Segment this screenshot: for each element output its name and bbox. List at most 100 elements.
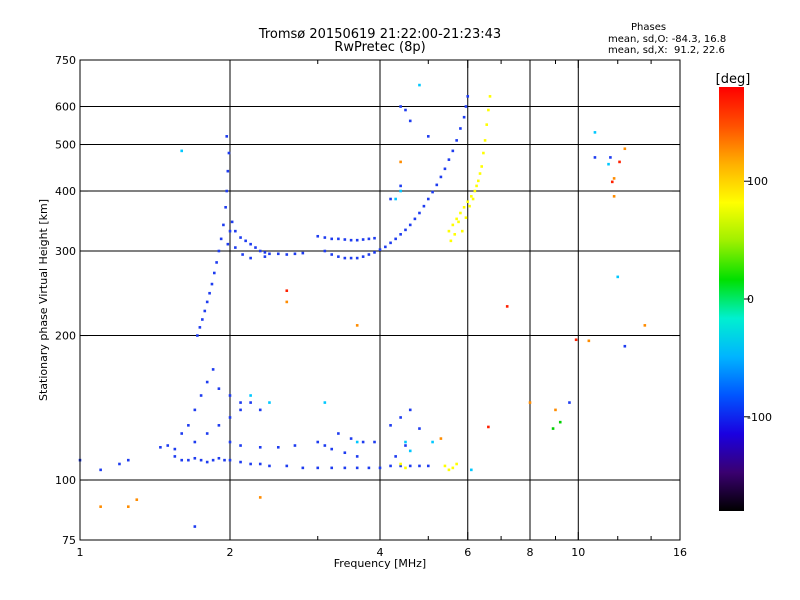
data-point	[404, 108, 407, 112]
data-point	[205, 460, 209, 464]
data-point	[389, 424, 392, 427]
data-point	[462, 115, 466, 119]
data-point	[355, 455, 359, 458]
data-point	[618, 160, 621, 164]
data-point	[135, 498, 139, 501]
data-point	[367, 466, 371, 470]
data-point	[249, 462, 252, 466]
data-point	[249, 394, 252, 397]
data-point	[593, 131, 597, 134]
data-point	[224, 205, 227, 209]
data-point	[330, 447, 334, 451]
data-point	[462, 205, 466, 209]
data-point	[418, 211, 421, 215]
data-point	[217, 456, 221, 460]
data-point	[373, 440, 376, 444]
data-point	[418, 83, 421, 87]
data-point	[239, 401, 242, 404]
data-point	[482, 151, 485, 155]
data-point	[616, 275, 620, 279]
colorbar-tick-label: -100	[747, 411, 772, 424]
data-point	[447, 158, 451, 161]
chart-title: Tromsø 20150619 21:22:00-21:23:43	[258, 27, 502, 42]
data-point	[361, 238, 365, 241]
data-point	[193, 440, 197, 444]
x-tick-label: 1	[77, 546, 84, 559]
data-point	[228, 394, 232, 397]
data-point	[607, 162, 610, 166]
chart-subtitle: RwPretec (8p)	[334, 40, 426, 55]
data-point	[230, 220, 234, 224]
data-point	[203, 309, 207, 313]
data-point	[408, 119, 412, 123]
x-tick-label: 4	[377, 546, 384, 559]
data-point	[623, 344, 627, 348]
x-tick-label: 16	[673, 546, 687, 559]
data-point	[222, 223, 225, 227]
data-point	[205, 380, 209, 384]
data-point	[330, 253, 334, 256]
data-point	[323, 401, 327, 404]
data-point	[464, 216, 468, 219]
data-point	[475, 184, 478, 188]
data-point	[464, 105, 468, 108]
data-points	[78, 83, 647, 528]
data-point	[268, 401, 271, 404]
data-point	[196, 334, 199, 337]
data-point	[439, 437, 443, 440]
data-point	[330, 466, 334, 470]
data-point	[399, 416, 402, 419]
data-point	[227, 151, 231, 155]
data-point	[234, 229, 237, 233]
data-point	[173, 455, 177, 458]
y-tick-label: 300	[55, 245, 76, 258]
data-point	[355, 324, 359, 327]
data-point	[258, 249, 262, 253]
data-point	[399, 160, 402, 164]
data-point	[249, 401, 252, 404]
data-point	[258, 462, 262, 466]
data-point	[285, 289, 289, 292]
data-point	[263, 255, 267, 258]
data-point	[478, 172, 482, 175]
data-point	[211, 368, 215, 371]
data-point	[426, 197, 430, 201]
data-point	[587, 339, 591, 343]
data-point	[485, 123, 489, 126]
data-point	[349, 256, 353, 260]
data-point	[367, 237, 371, 241]
y-tick-label: 750	[55, 54, 76, 67]
data-point	[623, 147, 627, 151]
data-point	[316, 466, 320, 470]
data-point	[466, 200, 470, 204]
data-point	[451, 466, 455, 470]
data-point	[323, 444, 327, 447]
data-point	[293, 444, 297, 447]
data-point	[551, 427, 555, 430]
data-point	[126, 505, 130, 508]
data-point	[373, 251, 376, 254]
data-point	[399, 105, 402, 108]
data-point	[487, 108, 490, 112]
data-point	[343, 238, 347, 241]
data-point	[180, 432, 184, 435]
data-point	[180, 149, 184, 153]
data-point	[470, 195, 473, 198]
data-point	[413, 217, 417, 221]
data-point	[249, 256, 252, 260]
data-point	[217, 424, 221, 427]
data-point	[408, 464, 412, 468]
data-point	[422, 204, 426, 208]
data-point	[201, 318, 204, 321]
data-point	[404, 440, 407, 444]
data-point	[367, 253, 371, 256]
data-point	[199, 458, 203, 462]
data-point	[268, 464, 271, 468]
data-point	[210, 282, 214, 286]
colorbar: [deg] 100 0 -100	[716, 72, 772, 511]
y-tick-label: 600	[55, 101, 76, 114]
x-tick-label: 10	[571, 546, 585, 559]
phases-heading: Phases	[631, 22, 667, 33]
data-point	[378, 466, 382, 470]
